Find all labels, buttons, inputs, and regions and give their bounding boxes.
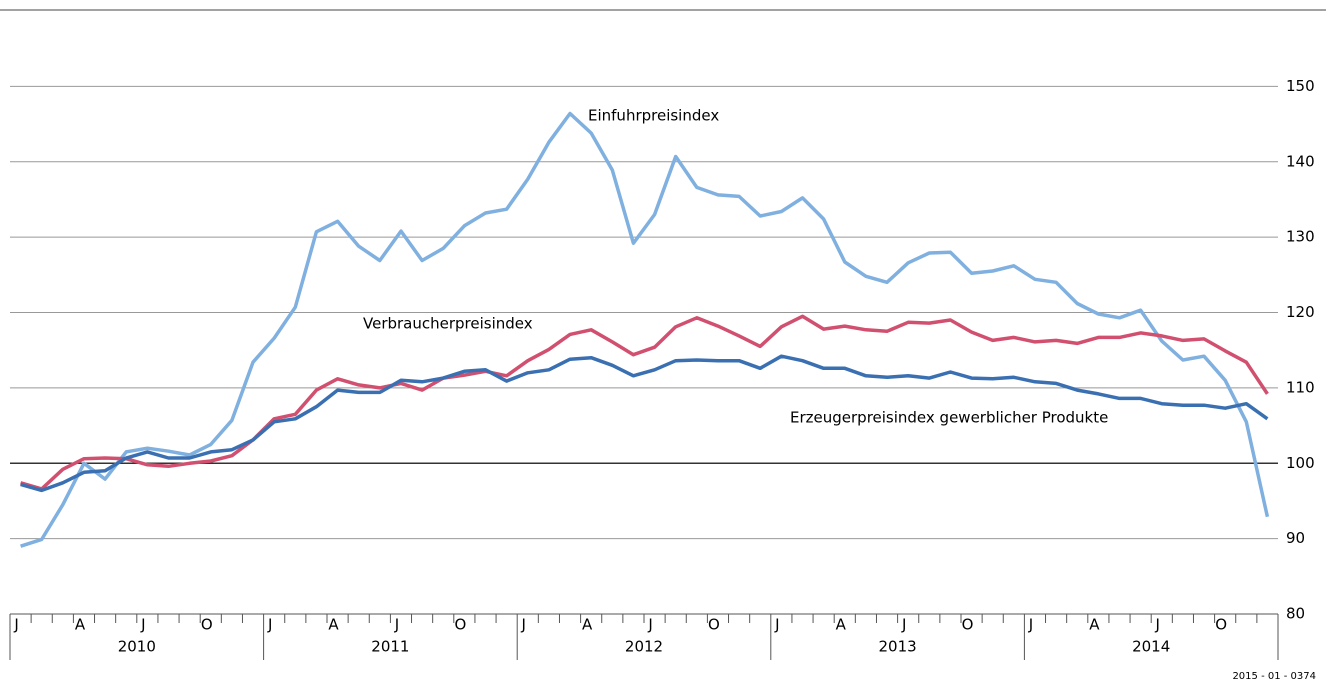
year-label: 2010	[118, 638, 156, 656]
x-tick-label: J	[394, 616, 399, 634]
x-tick-label: J	[140, 616, 145, 634]
series-line	[20, 111, 1270, 548]
y-tick-label: 100	[1286, 454, 1315, 472]
series-label: Erzeugerpreisindex gewerblicher Produkte	[790, 409, 1108, 427]
series-label: Einfuhrpreisindex	[588, 107, 719, 125]
x-tick-label: J	[1028, 616, 1033, 634]
series-line	[20, 354, 1269, 493]
source-note: 2015 - 01 - 0374	[1232, 671, 1316, 682]
x-tick-label: J	[521, 616, 526, 634]
year-label: 2013	[879, 638, 917, 656]
y-tick-label: 150	[1286, 77, 1315, 95]
series-line	[20, 314, 1269, 491]
y-tick-label: 140	[1286, 152, 1315, 170]
x-tick-label: O	[962, 616, 974, 634]
x-tick-label: J	[647, 616, 652, 634]
x-tick-label: O	[1215, 616, 1227, 634]
x-tick-label: O	[201, 616, 213, 634]
y-tick-label: 90	[1286, 529, 1305, 547]
series-label: Verbraucherpreisindex	[363, 315, 533, 333]
x-tick-label: A	[836, 616, 847, 634]
year-label: 2014	[1132, 638, 1170, 656]
y-tick-label: 80	[1286, 605, 1305, 623]
x-tick-label: A	[75, 616, 86, 634]
x-tick-label: J	[13, 616, 18, 634]
x-tick-label: A	[1089, 616, 1100, 634]
x-tick-label: O	[708, 616, 720, 634]
x-tick-label: J	[774, 616, 779, 634]
y-tick-label: 120	[1286, 303, 1315, 321]
y-tick-label: 130	[1286, 228, 1315, 246]
year-label: 2012	[625, 638, 663, 656]
year-label: 2011	[371, 638, 409, 656]
x-tick-label: J	[901, 616, 906, 634]
x-tick-label: A	[328, 616, 339, 634]
x-tick-label: O	[454, 616, 466, 634]
x-tick-label: J	[267, 616, 272, 634]
y-tick-label: 110	[1286, 378, 1315, 396]
x-tick-label: J	[1155, 616, 1160, 634]
x-tick-label: A	[582, 616, 593, 634]
